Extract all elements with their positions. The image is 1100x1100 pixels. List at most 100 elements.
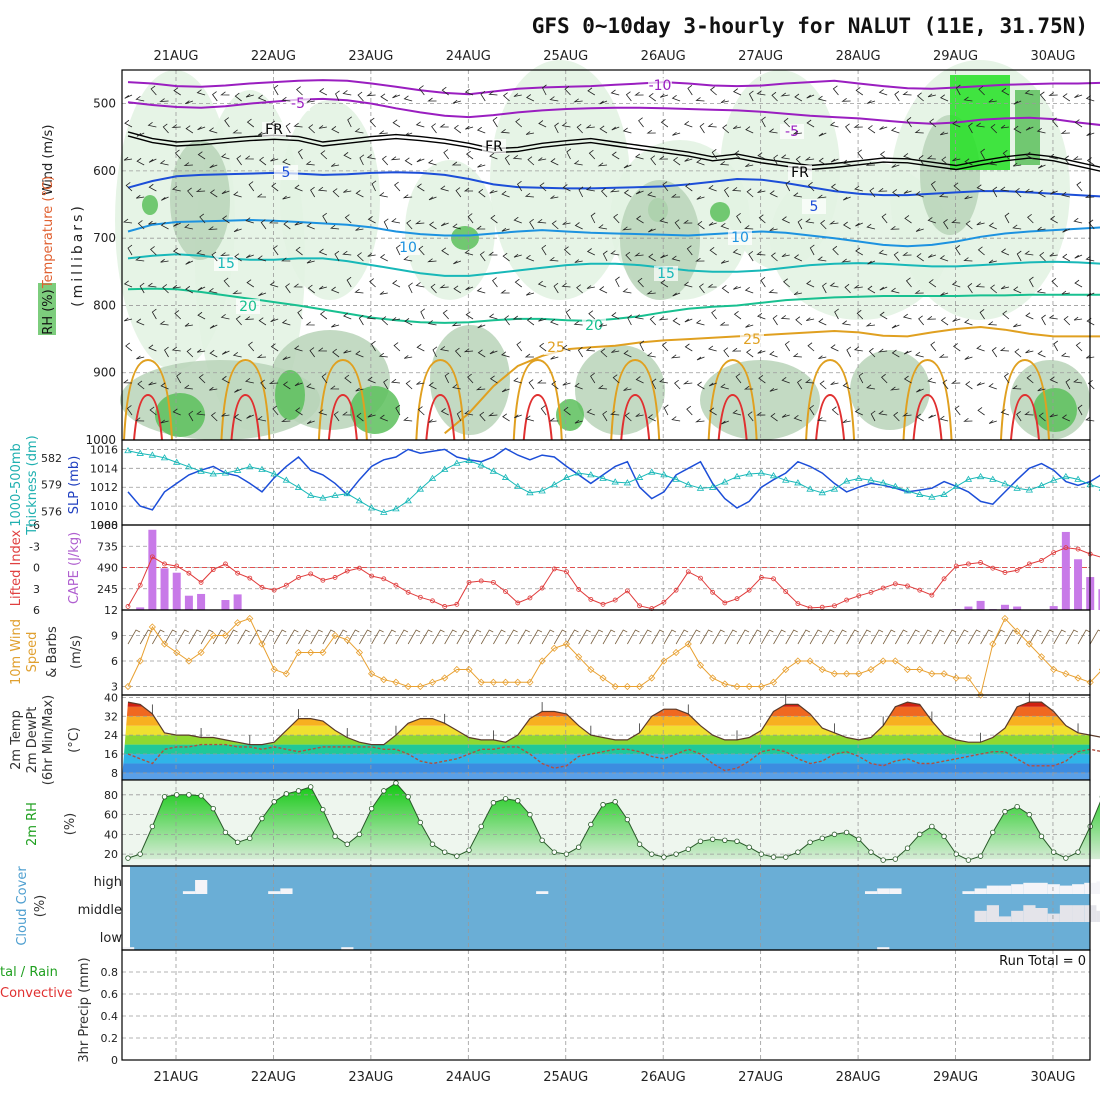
wind-barb xyxy=(248,181,255,192)
wind-barb xyxy=(524,192,534,198)
wind-barb xyxy=(429,221,437,230)
rh2m-label-1: 2m RH xyxy=(25,802,40,846)
wind-barb xyxy=(987,160,997,166)
rh2m-point xyxy=(1038,833,1045,840)
wind-barb xyxy=(903,153,912,160)
wind-barb xyxy=(220,252,230,257)
wind-barb xyxy=(918,155,925,166)
rh2m-point xyxy=(1050,849,1057,855)
wind-barb xyxy=(282,158,291,166)
rh2m-point xyxy=(807,839,813,845)
wind-barb xyxy=(865,322,876,327)
wind-barb xyxy=(1062,93,1071,102)
wind-barb xyxy=(627,314,632,326)
li-point xyxy=(722,600,728,606)
wind-barb-10m xyxy=(907,629,920,645)
wind-barb xyxy=(562,184,571,192)
rh2m-point xyxy=(904,845,911,851)
wind-barb xyxy=(597,384,608,390)
temp-line xyxy=(127,253,1100,277)
wind-barb xyxy=(634,314,644,320)
wind-barb xyxy=(258,292,267,297)
thickness-point xyxy=(757,469,766,476)
wind-barb xyxy=(1024,250,1034,256)
t2m-label-3: (6hr Min/Max) xyxy=(41,695,56,785)
rh2m-point xyxy=(588,821,594,828)
wind-barb xyxy=(1073,378,1083,384)
thickness-point xyxy=(173,458,181,465)
wind-barb-10m xyxy=(432,629,445,645)
rh2m-point xyxy=(783,854,789,860)
wind-barb xyxy=(622,288,632,294)
t2m-band xyxy=(122,772,1090,780)
wind-speed-point xyxy=(124,682,132,691)
wind-barb xyxy=(281,96,291,102)
thickness-point xyxy=(270,470,278,477)
wind-barb xyxy=(661,341,669,352)
rh2m-point xyxy=(149,823,156,830)
wind-barb xyxy=(404,157,413,166)
wind-barb xyxy=(757,189,766,194)
wind-barb xyxy=(371,180,377,192)
wind-barb xyxy=(1000,186,1010,192)
thickness-point xyxy=(903,487,912,494)
li-point xyxy=(892,581,898,587)
wind-barb-10m xyxy=(773,629,786,645)
thickness-point xyxy=(708,483,717,490)
wind-barb xyxy=(257,255,267,262)
li-point xyxy=(332,575,338,580)
wind-barb xyxy=(430,283,437,294)
wind-barb xyxy=(599,286,608,294)
wind-barb-10m xyxy=(127,629,141,645)
wind-barb xyxy=(355,190,364,198)
wind-barb xyxy=(208,127,218,134)
wind-barb xyxy=(514,278,523,288)
wind-barb xyxy=(453,260,462,265)
rh2m-point xyxy=(186,792,192,798)
wind-barb xyxy=(246,254,254,259)
li-point xyxy=(235,570,241,576)
cloud-cell xyxy=(1096,881,1100,894)
li-point xyxy=(673,587,679,593)
wind-barb xyxy=(209,324,218,329)
wind-barb xyxy=(723,186,730,198)
t2m-ytick: 40 xyxy=(104,691,118,704)
wind-barb xyxy=(773,154,779,166)
wind-barb xyxy=(359,154,365,166)
rh2m-point xyxy=(636,841,643,847)
temp-loop-orange xyxy=(902,358,953,441)
wind-barb xyxy=(805,218,815,224)
wind-barb xyxy=(171,346,181,352)
wind-barb xyxy=(198,374,206,384)
wind-barb xyxy=(772,314,778,326)
wind-barb xyxy=(866,384,876,390)
wind-barb xyxy=(1051,117,1058,128)
contour-label-bg xyxy=(648,78,672,93)
wind-barb xyxy=(451,161,461,166)
wind-barb xyxy=(513,93,522,97)
wind-barb xyxy=(745,163,754,168)
rh2m-point xyxy=(502,796,509,802)
rh2m-point xyxy=(441,849,448,855)
wind-barb-10m xyxy=(541,629,555,645)
wind-barb xyxy=(855,87,864,96)
li-point xyxy=(369,573,375,579)
wind-barb xyxy=(187,187,194,198)
wind-barb xyxy=(125,182,133,192)
wind-barb xyxy=(870,410,876,422)
wind-barb xyxy=(539,182,547,192)
wind-speed-point xyxy=(867,665,875,674)
wind-barb xyxy=(1002,150,1010,160)
wind-barb xyxy=(188,410,194,422)
wind-barb xyxy=(378,192,388,198)
date-label-top: 30AUG xyxy=(1030,49,1075,64)
date-label-top: 22AUG xyxy=(251,49,296,64)
wind-barb xyxy=(529,218,535,230)
wind-barb xyxy=(244,316,254,321)
wind-barb xyxy=(195,188,206,193)
wind-barb xyxy=(954,405,961,416)
rh-area xyxy=(1033,388,1077,432)
wind-barb xyxy=(1037,350,1046,358)
cape-bar xyxy=(1000,604,1009,610)
wind-barb xyxy=(1085,255,1095,262)
